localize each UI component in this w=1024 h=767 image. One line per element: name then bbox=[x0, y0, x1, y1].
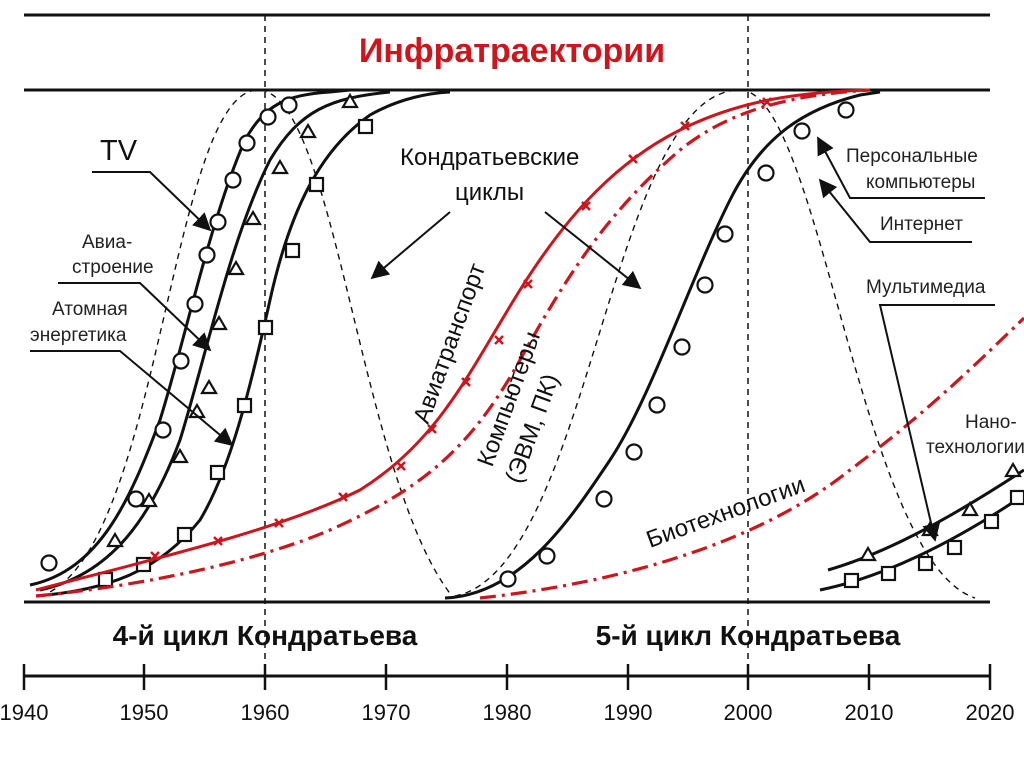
kondratiev-label: Кондратьевские циклы bbox=[370, 144, 642, 290]
label-nano-1: Нано- bbox=[965, 412, 1017, 433]
diagram-title: Инфратраектории bbox=[359, 32, 665, 70]
label-kondratiev-1: Кондратьевские bbox=[400, 144, 579, 171]
axis-ticks bbox=[22, 664, 992, 690]
tick-label: 1940 bbox=[0, 700, 48, 725]
cycle-5-label: 5-й цикл Кондратьева bbox=[596, 620, 901, 651]
biotech-curve bbox=[479, 316, 1024, 600]
kondratiev-wave-5 bbox=[454, 89, 976, 599]
cycle-4-label: 4-й цикл Кондратьева bbox=[113, 620, 418, 651]
cycle-separators bbox=[264, 15, 749, 676]
label-kondratiev-2: циклы bbox=[455, 179, 524, 206]
axis-tick-labels: 1940 1950 1960 1970 1980 1990 2000 2010 … bbox=[0, 700, 1014, 725]
aviatransport-curve bbox=[35, 88, 871, 592]
label-computers: Компьютеры (ЭВМ, ПК) bbox=[472, 328, 564, 487]
label-avia-1: Авиа- bbox=[82, 232, 132, 253]
tick-label: 1990 bbox=[604, 700, 653, 725]
tv-curve bbox=[29, 88, 351, 587]
label-avia-2: строение bbox=[72, 257, 154, 278]
tick-label: 1950 bbox=[120, 700, 169, 725]
right-labels: Персональные компьютеры Интернет Мультим… bbox=[817, 136, 1024, 542]
kondratiev-wave-curves bbox=[39, 89, 976, 599]
label-atom-2: энергетика bbox=[30, 325, 127, 346]
nano-curves bbox=[819, 461, 1024, 592]
label-atom-1: Атомная bbox=[52, 299, 128, 320]
tick-label: 1960 bbox=[241, 700, 290, 725]
pc-curve bbox=[444, 90, 881, 600]
tick-label: 2020 bbox=[966, 700, 1015, 725]
computers-curve bbox=[35, 88, 871, 598]
label-tv: TV bbox=[100, 135, 138, 167]
avia-building-curve bbox=[39, 90, 391, 592]
left-labels: TV Авиа- строение Атомная энергетика bbox=[30, 135, 234, 447]
tick-label: 1980 bbox=[483, 700, 532, 725]
tick-label: 2010 bbox=[845, 700, 894, 725]
label-pc-2: компьютеры bbox=[866, 172, 975, 193]
label-nano-2: технологии bbox=[926, 437, 1024, 458]
tick-label: 2000 bbox=[724, 700, 773, 725]
label-multimedia: Мультимедиа bbox=[866, 277, 986, 298]
label-pc-1: Персональные bbox=[846, 146, 978, 167]
tick-label: 1970 bbox=[362, 700, 411, 725]
label-internet: Интернет bbox=[880, 214, 963, 235]
